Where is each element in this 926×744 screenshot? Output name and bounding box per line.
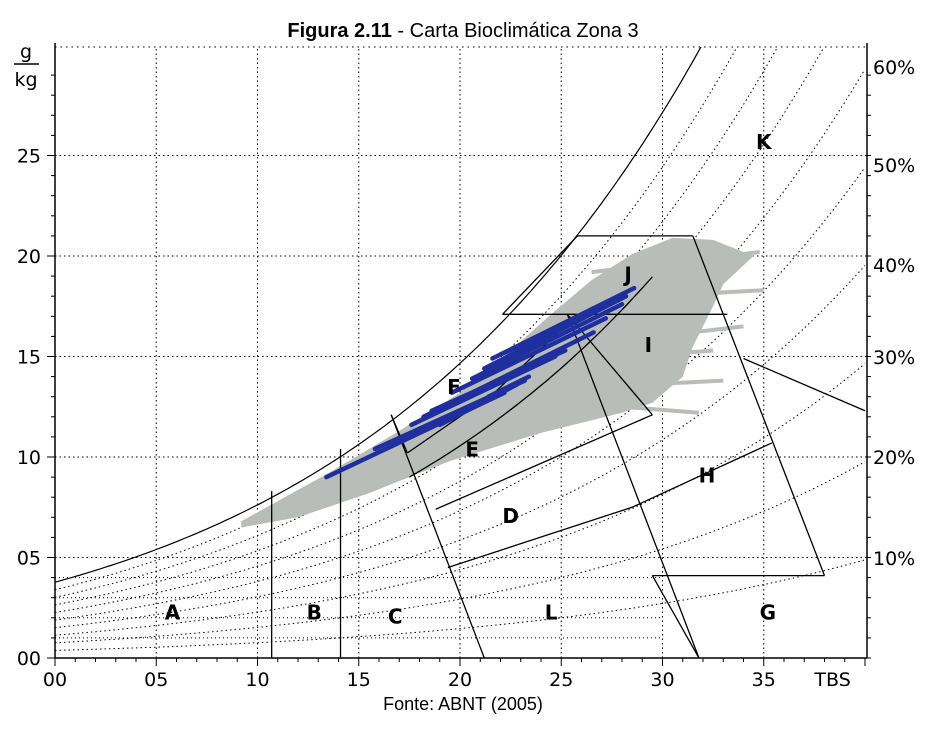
zone-boundary-2 <box>390 414 485 658</box>
rh-curve-10 <box>55 559 866 651</box>
y-unit-denominator: kg <box>14 69 37 91</box>
rh-curve-30 <box>55 363 866 636</box>
zone-boundary-12 <box>502 235 578 315</box>
rh-label-40: 40% <box>873 255 915 277</box>
zone-boundaries <box>271 235 866 658</box>
zone-boundary-17 <box>743 357 866 412</box>
gray-data-line-5 <box>652 288 764 299</box>
relative-humidity-curves <box>55 47 867 658</box>
zone-label-K: K <box>756 130 773 154</box>
zone-boundary-16 <box>651 575 700 658</box>
zone-label-A: A <box>165 600 181 624</box>
x-tick-label-05: 05 <box>144 669 168 691</box>
blue-data-line-11 <box>437 382 519 428</box>
zone-labels: A B C D E F G H I J K L <box>165 130 776 628</box>
x-tick-label-35: 35 <box>752 669 776 691</box>
zone-label-C: C <box>388 604 403 628</box>
blue-data-lines <box>324 285 637 480</box>
y-tick-label-25: 25 <box>17 146 41 168</box>
zone-label-D: D <box>502 504 519 528</box>
zone-boundary-7 <box>447 506 633 569</box>
blue-data-line-6 <box>469 301 625 381</box>
y-unit-numerator: g <box>20 41 32 63</box>
rh-label-60: 60% <box>873 57 915 79</box>
x-tick-label-20: 20 <box>448 669 472 691</box>
x-tick-label-15: 15 <box>347 669 371 691</box>
y-tick-label-15: 15 <box>17 347 41 369</box>
x-tick-label-25: 25 <box>549 669 573 691</box>
rh-curve-90 <box>55 47 738 591</box>
blue-data-line-5 <box>449 316 609 395</box>
gray-data-line-2 <box>601 378 724 389</box>
zone-boundary-14 <box>692 235 826 576</box>
rh-curve-80 <box>55 47 779 598</box>
zone-boundary-10 <box>566 314 700 658</box>
rh-label-10: 10% <box>873 548 915 570</box>
rh-curve-20 <box>55 461 866 644</box>
zone-label-J: J <box>622 263 631 287</box>
comfort-upper-curve <box>409 276 653 478</box>
y-tick-label-10: 10 <box>17 447 41 469</box>
figure-source: Fonte: ABNT (2005) <box>383 694 543 714</box>
zone-label-G: G <box>760 600 776 624</box>
figure-title-rest: - Carta Bioclimática Zona 3 <box>391 20 639 42</box>
zone-label-H: H <box>699 464 716 488</box>
y-tick-label-00: 00 <box>17 648 41 670</box>
y-tick-label-05: 05 <box>17 548 41 570</box>
zone-label-E: E <box>465 437 479 461</box>
gray-data-line-4 <box>591 249 760 275</box>
blue-data-line-9 <box>498 314 588 357</box>
x-axis-label: TBS <box>813 669 850 691</box>
rh-label-50: 50% <box>873 155 915 177</box>
axes <box>47 43 871 666</box>
gray-data-line-3 <box>621 404 700 415</box>
zone-label-I: I <box>645 333 652 357</box>
zone-label-B: B <box>307 600 322 624</box>
y-axis-ticks: 00 05 10 15 20 25 g kg <box>14 41 41 670</box>
rh-axis-labels: 10% 20% 30% 40% 50% 60% <box>873 57 915 570</box>
blue-data-line-4 <box>421 330 596 420</box>
rh-label-20: 20% <box>873 447 915 469</box>
figure-title-bold: Figura 2.11 <box>287 20 392 42</box>
x-axis-ticks: 00 05 10 15 20 25 30 35 TBS <box>43 669 851 691</box>
zone-boundary-9 <box>435 414 653 510</box>
zone-label-F: F <box>447 375 461 399</box>
gray-data-line-1 <box>581 348 714 363</box>
rh-label-30: 30% <box>873 347 915 369</box>
zone-label-L: L <box>545 600 558 624</box>
x-tick-label-10: 10 <box>245 669 269 691</box>
figure-title: Figura 2.11 - Carta Bioclimática Zona 3 <box>0 20 926 43</box>
gray-data-line-0 <box>571 324 744 349</box>
zone-boundary-3 <box>390 414 408 454</box>
x-tick-label-00: 00 <box>43 669 67 691</box>
x-tick-label-30: 30 <box>650 669 674 691</box>
zone-boundary-8 <box>631 442 773 508</box>
y-tick-label-20: 20 <box>17 246 41 268</box>
saturation-curve <box>55 47 702 583</box>
